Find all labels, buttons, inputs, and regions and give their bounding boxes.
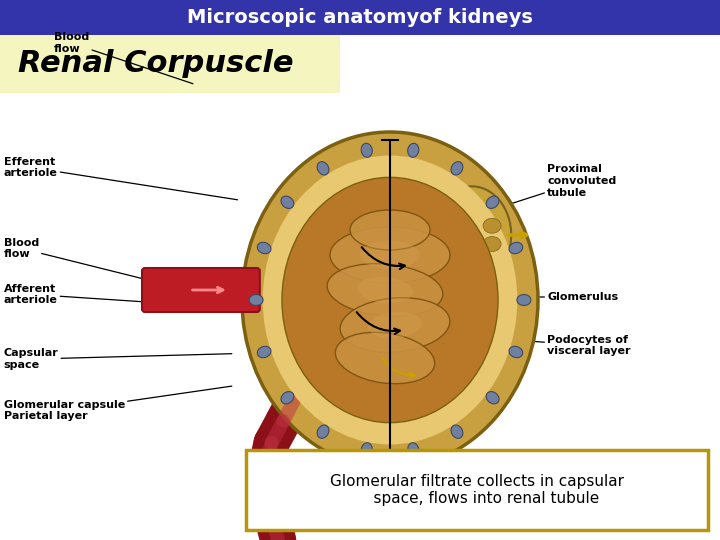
Ellipse shape <box>361 443 372 457</box>
Text: Capsular
space: Capsular space <box>4 348 232 370</box>
Ellipse shape <box>408 443 419 457</box>
Text: Podocytes of
visceral layer: Podocytes of visceral layer <box>446 335 631 356</box>
Ellipse shape <box>509 242 523 254</box>
FancyBboxPatch shape <box>142 268 260 312</box>
Ellipse shape <box>281 392 294 404</box>
Ellipse shape <box>257 242 271 254</box>
Ellipse shape <box>249 294 263 306</box>
Bar <box>0 35 340 93</box>
Ellipse shape <box>451 425 463 438</box>
Text: Glomerular filtrate collects in capsular
    space, flows into renal tubule: Glomerular filtrate collects in capsular… <box>330 474 624 506</box>
Ellipse shape <box>327 264 443 316</box>
Ellipse shape <box>317 425 329 438</box>
Ellipse shape <box>282 177 498 423</box>
Text: Microscopic anatomyof kidneys: Microscopic anatomyof kidneys <box>187 8 533 27</box>
Ellipse shape <box>340 298 450 352</box>
Ellipse shape <box>357 277 413 303</box>
Ellipse shape <box>330 227 450 283</box>
Ellipse shape <box>486 196 499 208</box>
Text: Glomerulus: Glomerulus <box>446 292 618 302</box>
Ellipse shape <box>281 196 294 208</box>
Ellipse shape <box>517 294 531 306</box>
Ellipse shape <box>486 392 499 404</box>
Bar <box>0 0 720 35</box>
Ellipse shape <box>242 132 538 468</box>
Ellipse shape <box>483 237 501 252</box>
Ellipse shape <box>360 241 420 269</box>
Text: Proximal
convoluted
tubule: Proximal convoluted tubule <box>490 164 616 211</box>
Ellipse shape <box>317 161 329 175</box>
Ellipse shape <box>368 312 422 338</box>
Ellipse shape <box>483 218 501 233</box>
Ellipse shape <box>361 143 372 157</box>
Text: Efferent
arteriole: Efferent arteriole <box>4 157 238 200</box>
Ellipse shape <box>408 143 419 157</box>
Text: Renal Corpuscle: Renal Corpuscle <box>18 50 294 78</box>
Text: Glomerular capsule
Parietal layer: Glomerular capsule Parietal layer <box>4 386 232 421</box>
Text: Blood
flow: Blood flow <box>54 32 193 84</box>
FancyBboxPatch shape <box>246 450 708 530</box>
Text: Afferent
arteriole: Afferent arteriole <box>4 284 234 308</box>
Ellipse shape <box>432 186 511 284</box>
Text: Blood
flow: Blood flow <box>4 238 162 284</box>
Ellipse shape <box>509 346 523 357</box>
Ellipse shape <box>451 161 463 175</box>
Ellipse shape <box>263 156 517 444</box>
Ellipse shape <box>336 332 435 384</box>
Ellipse shape <box>474 251 492 266</box>
Ellipse shape <box>257 346 271 357</box>
Ellipse shape <box>350 210 430 250</box>
